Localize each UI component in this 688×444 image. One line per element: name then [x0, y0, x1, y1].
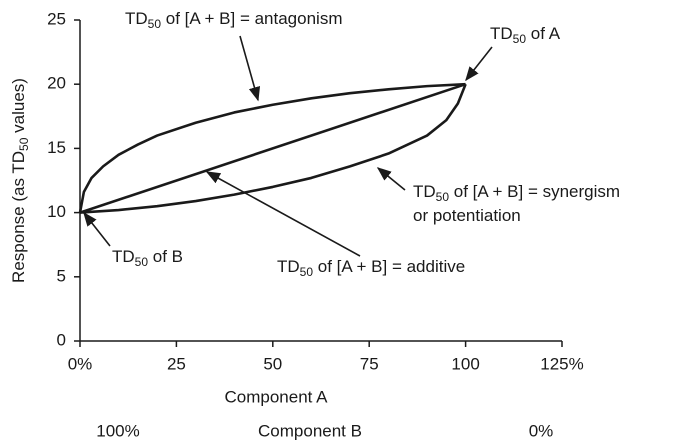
b-left-label: 100% — [96, 421, 139, 440]
text-part: TD — [277, 257, 300, 276]
text-part: of [A + B] = antagonism — [161, 9, 342, 28]
subscript: 50 — [135, 255, 149, 269]
annotation-arrow — [205, 171, 361, 257]
text-part: values) — [9, 78, 28, 138]
annotation-arrow — [376, 167, 406, 191]
x-tick-label: 25 — [167, 354, 186, 373]
y-tick-label: 5 — [57, 266, 66, 285]
annotation: TD50 of A — [490, 24, 561, 46]
annotation-arrow — [83, 211, 111, 247]
text-part: TD — [112, 247, 135, 266]
annotation: TD50 of [A + B] = synergism — [413, 182, 620, 204]
y-tick-label: 15 — [47, 138, 66, 157]
annotation: or potentiation — [413, 206, 521, 225]
annotation-arrow — [239, 35, 261, 102]
text-part: TD — [490, 24, 513, 43]
text-part: TD — [413, 182, 436, 201]
subscript: 50 — [436, 190, 450, 204]
subscript: 50 — [148, 17, 162, 31]
curve — [78, 82, 466, 213]
x-axis-label: Component A — [224, 387, 328, 406]
text-part: of A — [526, 24, 561, 43]
b-right-label: 0% — [529, 421, 554, 440]
y-tick-label: 10 — [47, 202, 66, 221]
y-axis-label: Response (as TD50 values) — [9, 78, 31, 283]
y-tick-label: 0 — [57, 330, 66, 349]
subscript: 50 — [513, 32, 527, 46]
subscript: 50 — [17, 137, 31, 151]
annotation: TD50 of [A + B] = antagonism — [125, 9, 342, 31]
text-part: of [A + B] = additive — [313, 257, 465, 276]
curve — [79, 82, 467, 214]
y-tick-label: 20 — [47, 74, 66, 93]
text-part: of [A + B] = synergism — [449, 182, 620, 201]
annotation-arrow — [465, 46, 493, 82]
annotation: TD50 of [A + B] = additive — [277, 257, 465, 279]
text-part: of B — [148, 247, 183, 266]
text-part: TD — [9, 151, 28, 174]
annotation: TD50 of B — [112, 247, 183, 269]
text-part: TD — [125, 9, 148, 28]
x-tick-label: 75 — [360, 354, 379, 373]
subscript: 50 — [300, 265, 314, 279]
x-tick-label: 50 — [263, 354, 282, 373]
curve — [79, 83, 467, 214]
x-tick-label: 0% — [68, 354, 93, 373]
text-part: or potentiation — [413, 206, 521, 225]
x-axis-label-b: Component B — [258, 421, 362, 440]
text-part: Response (as — [9, 174, 28, 283]
x-tick-label: 125% — [540, 354, 583, 373]
y-tick-label: 25 — [47, 9, 66, 28]
x-tick-label: 100 — [451, 354, 479, 373]
